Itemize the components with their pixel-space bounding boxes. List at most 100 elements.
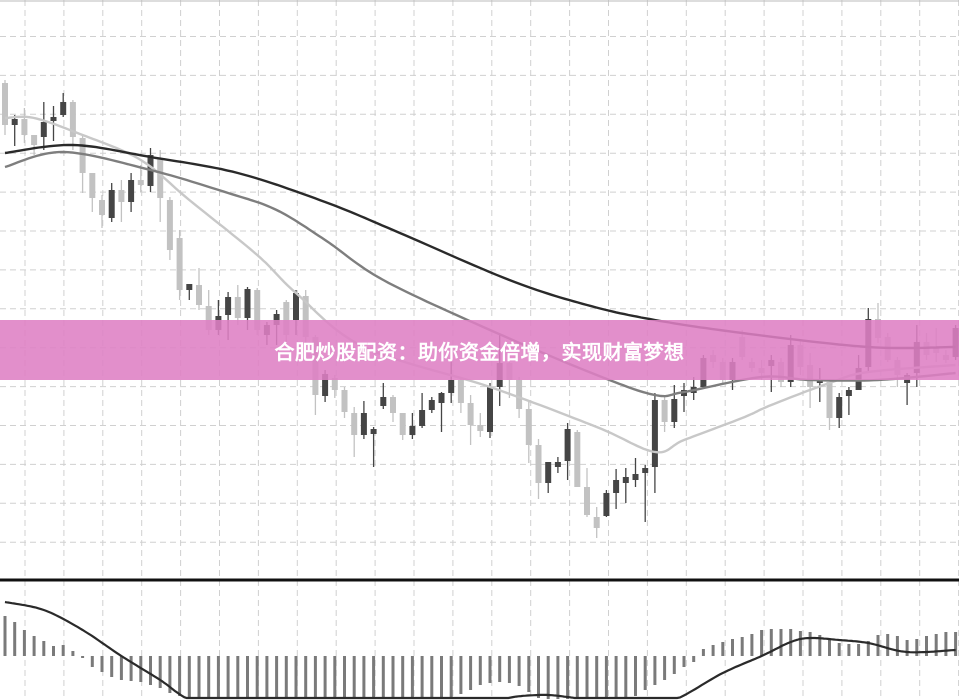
macd-histogram-bar xyxy=(769,629,773,656)
macd-histogram-bar xyxy=(246,656,249,699)
candle-down xyxy=(99,200,105,215)
candle-up xyxy=(632,474,639,480)
macd-histogram-bar xyxy=(585,656,589,699)
candle-up xyxy=(564,429,571,461)
candle-down xyxy=(535,445,542,483)
macd-histogram-bar xyxy=(478,656,482,685)
candle-up xyxy=(370,429,377,434)
macd-histogram-bar xyxy=(381,656,385,699)
candle-up xyxy=(487,387,493,432)
macd-histogram-bar xyxy=(604,656,608,699)
macd-histogram-bar xyxy=(168,656,172,693)
candle-down xyxy=(574,432,581,487)
macd-histogram-bar xyxy=(818,635,822,656)
candle-down xyxy=(205,306,212,330)
macd-histogram-bar xyxy=(643,656,647,690)
candle-down xyxy=(826,382,833,418)
macd-signal-line xyxy=(4,600,956,700)
macd-histogram-bar xyxy=(517,656,521,686)
candle-down xyxy=(31,135,38,145)
macd-histogram-bar xyxy=(682,656,686,667)
macd-histogram-bar xyxy=(740,637,744,656)
macd-histogram-bar xyxy=(294,656,298,699)
macd-histogram-bar xyxy=(61,645,65,656)
candle-up xyxy=(438,393,445,403)
macd-histogram-bar xyxy=(624,656,628,699)
macd-histogram-bar xyxy=(236,656,240,699)
macd-histogram-bar xyxy=(440,656,443,699)
macd-histogram-bar xyxy=(944,632,948,656)
macd-histogram-bar xyxy=(653,656,657,685)
candle-up xyxy=(273,314,280,325)
candle-down xyxy=(467,403,474,425)
candle-down xyxy=(234,297,241,318)
macd-histogram-bar xyxy=(663,656,667,680)
macd-histogram-bar xyxy=(701,649,705,656)
candle-down xyxy=(516,380,523,409)
candle-down xyxy=(390,397,396,413)
candle-up xyxy=(50,117,57,121)
macd-histogram-bar xyxy=(284,656,288,699)
macd-histogram-bar xyxy=(866,641,870,656)
macd-histogram-bar xyxy=(255,656,259,699)
macd-histogram-bar xyxy=(750,634,754,656)
candle-down xyxy=(157,158,164,198)
macd-histogram-bar xyxy=(158,656,162,688)
moving-average-fast xyxy=(5,115,956,454)
macd-histogram-bar xyxy=(187,656,191,699)
candle-down xyxy=(457,380,464,403)
promo-banner-text: 合肥炒股配资：助你资金倍增，实现财富梦想 xyxy=(274,339,685,364)
macd-histogram-bar xyxy=(886,634,890,656)
macd-histogram-bar xyxy=(420,656,424,699)
candle-up xyxy=(108,190,115,218)
candle-down xyxy=(21,119,28,135)
macd-histogram-bar xyxy=(410,656,414,699)
candle-up xyxy=(651,400,658,467)
candle-up xyxy=(545,462,552,483)
macd-histogram-bar xyxy=(808,632,812,656)
macd-histogram-bar xyxy=(507,656,511,683)
candle-up xyxy=(11,119,18,125)
candle-up xyxy=(244,289,251,318)
macd-histogram-bar xyxy=(925,636,928,656)
macd-histogram-bar xyxy=(343,656,346,699)
candle-down xyxy=(166,200,173,250)
macd-pane xyxy=(3,600,958,700)
macd-histogram-bar xyxy=(226,656,230,699)
macd-histogram-bar xyxy=(595,656,599,699)
macd-histogram-bar xyxy=(90,656,94,667)
macd-histogram-bar xyxy=(52,646,55,656)
macd-histogram-bar xyxy=(178,656,182,696)
macd-histogram-bar xyxy=(81,656,85,658)
macd-histogram-bar xyxy=(614,656,618,699)
candle-down xyxy=(89,173,96,198)
macd-histogram-bar xyxy=(207,656,211,699)
macd-histogram-bar xyxy=(575,656,579,699)
macd-histogram-bar xyxy=(129,656,133,681)
macd-histogram-bar xyxy=(275,656,279,699)
candle-up xyxy=(622,477,629,483)
candle-down xyxy=(2,83,8,125)
candle-up xyxy=(845,390,852,396)
candle-up xyxy=(360,413,367,435)
macd-histogram-bar xyxy=(304,656,308,699)
macd-histogram-bar xyxy=(498,656,502,682)
candle-up xyxy=(642,468,649,473)
macd-histogram-bar xyxy=(488,656,492,683)
macd-histogram-bar xyxy=(216,656,220,699)
macd-histogram-bar xyxy=(934,634,938,656)
macd-histogram-bar xyxy=(847,644,851,656)
macd-histogram-bar xyxy=(537,656,540,698)
macd-histogram-bar xyxy=(100,656,104,672)
candle-up xyxy=(380,397,387,406)
candle-down xyxy=(137,180,144,185)
macd-histogram-bar xyxy=(197,656,201,699)
candle-up xyxy=(409,426,416,435)
macd-histogram-bar xyxy=(634,656,637,696)
macd-histogram-bar xyxy=(401,656,405,699)
macd-histogram-bar xyxy=(566,656,570,699)
macd-histogram-bar xyxy=(265,656,269,699)
candle-down xyxy=(118,190,125,202)
